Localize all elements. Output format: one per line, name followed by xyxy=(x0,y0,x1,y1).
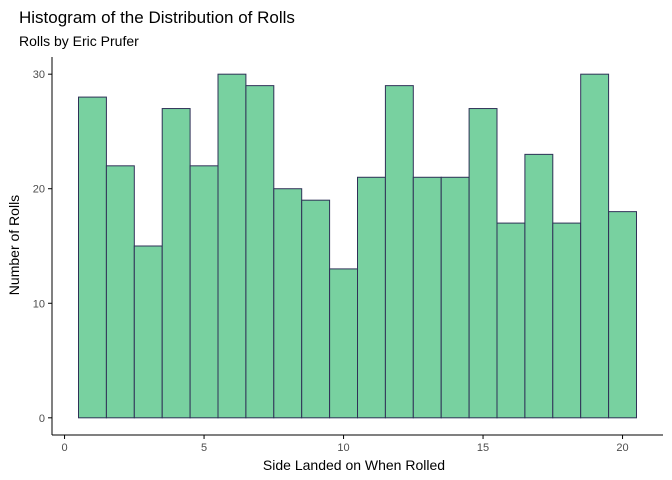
x-axis-title: Side Landed on When Rolled xyxy=(263,457,445,473)
chart-title: Histogram of the Distribution of Rolls xyxy=(19,8,295,27)
bar-side-12 xyxy=(384,85,414,419)
bar-side-2 xyxy=(105,165,135,419)
y-tick-label: 10 xyxy=(33,298,45,310)
bar-side-1 xyxy=(78,96,107,419)
y-tick-label: 30 xyxy=(33,69,45,81)
bar-side-7 xyxy=(245,85,275,419)
x-tick-label: 15 xyxy=(477,442,489,454)
bar-side-15 xyxy=(468,108,498,419)
bar-side-6 xyxy=(217,73,247,419)
bar-side-20 xyxy=(608,211,637,419)
bar-side-18 xyxy=(552,222,582,419)
bar-side-4 xyxy=(161,108,191,419)
bar-side-19 xyxy=(580,73,610,419)
x-tick-label: 20 xyxy=(616,442,628,454)
chart-subtitle: Rolls by Eric Prufer xyxy=(19,33,139,49)
bar-side-8 xyxy=(273,188,303,419)
y-tick-label: 20 xyxy=(33,184,45,196)
bar-side-14 xyxy=(440,176,470,419)
bar-side-9 xyxy=(301,199,331,419)
x-tick-label: 5 xyxy=(201,442,207,454)
y-axis: 0 10 20 30 xyxy=(33,57,53,435)
x-tick-label: 0 xyxy=(61,442,67,454)
bar-side-13 xyxy=(412,176,442,419)
x-tick-label: 10 xyxy=(337,442,349,454)
bar-side-10 xyxy=(329,268,359,419)
bars-group xyxy=(78,73,637,419)
bar-side-16 xyxy=(496,222,526,419)
bar-side-11 xyxy=(357,176,386,419)
x-axis: 0 5 10 15 20 xyxy=(52,434,663,454)
bar-side-17 xyxy=(524,153,554,419)
y-tick-label: 0 xyxy=(39,413,45,425)
bar-side-5 xyxy=(189,165,219,419)
bar-side-3 xyxy=(133,245,163,419)
y-axis-title: Number of Rolls xyxy=(6,195,22,295)
